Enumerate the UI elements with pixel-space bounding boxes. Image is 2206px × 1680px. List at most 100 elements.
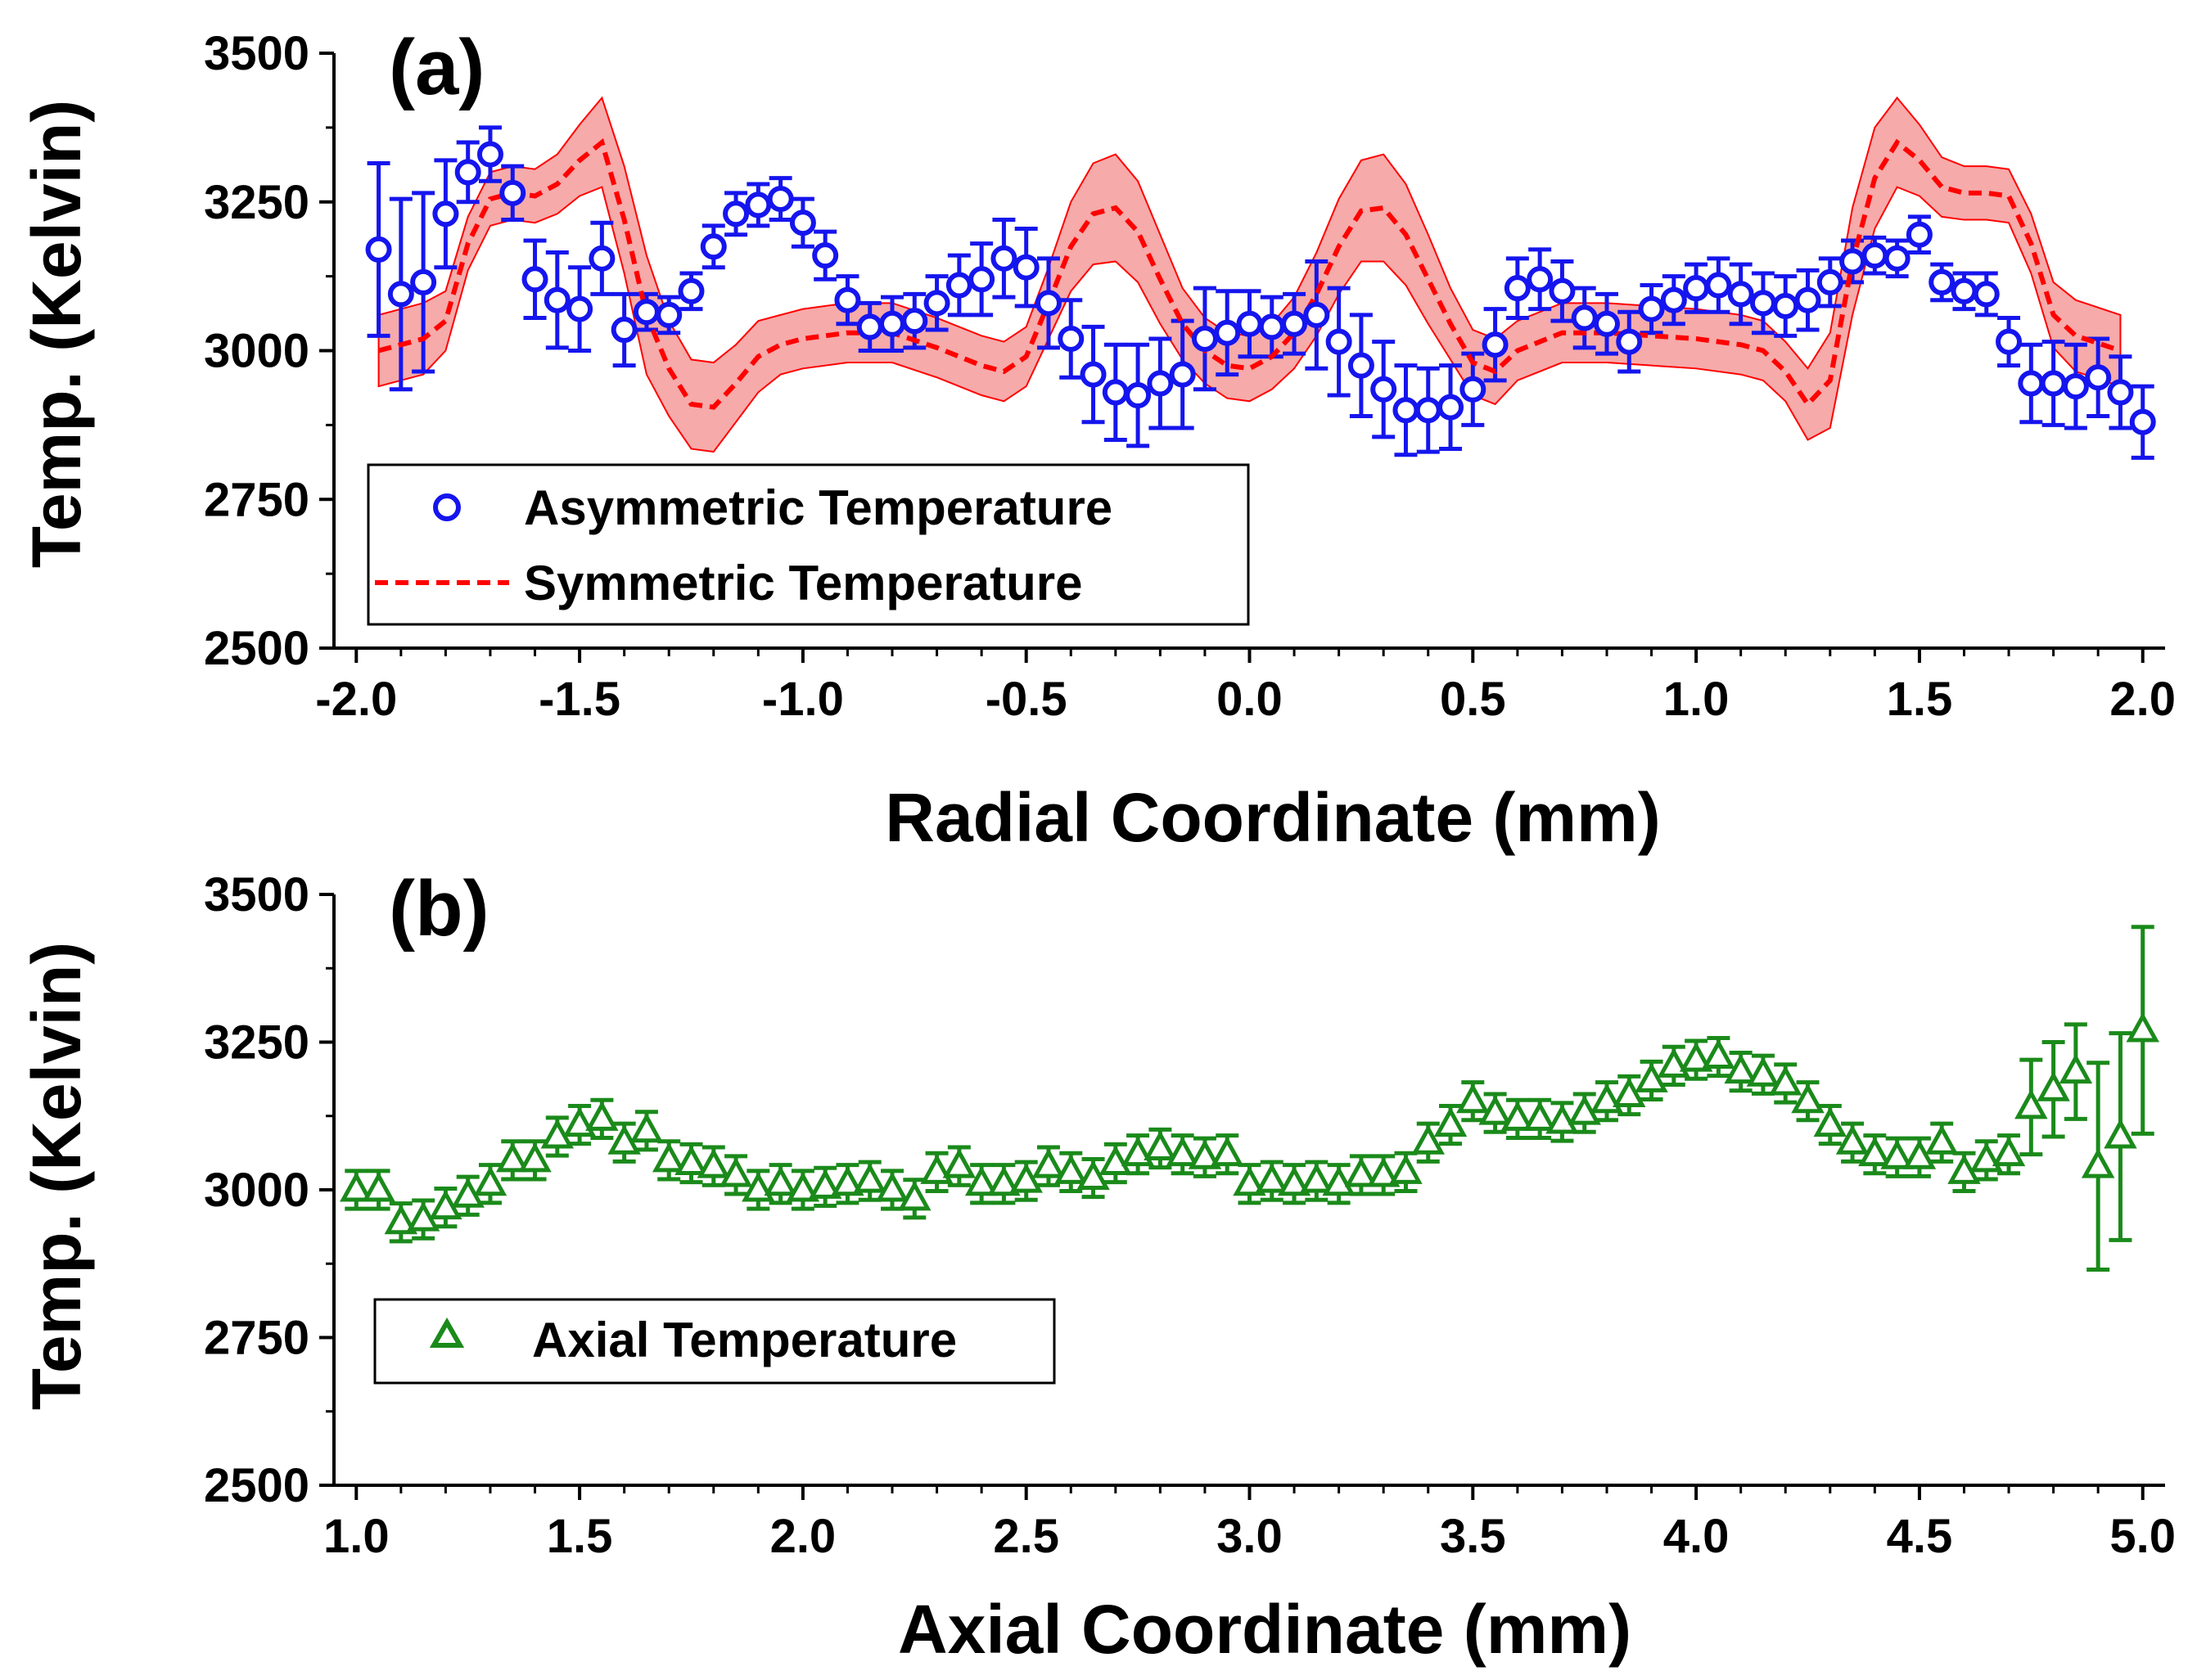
axial-data-point	[2014, 1088, 2048, 1119]
panel-a-x-tick-label: -2.0	[315, 673, 397, 726]
axial-data-point	[1478, 1094, 1512, 1125]
axial-data-point	[1880, 1139, 1914, 1169]
panel-b-label: (b)	[389, 865, 489, 953]
asymmetric-data-point	[566, 295, 593, 322]
axial-data-point	[831, 1165, 864, 1196]
asymmetric-data-point	[454, 159, 481, 186]
panel-a-y-tick-label: 2750	[204, 473, 309, 526]
panel-b-x-tick-label: 5.0	[2109, 1510, 2176, 1563]
asymmetric-data-point	[1861, 242, 1888, 269]
symmetric-temperature-curve	[377, 137, 2122, 410]
panel-b-legend-box	[373, 1298, 1056, 1385]
axial-data-point	[1076, 1160, 1110, 1191]
asymmetric-data-point	[1437, 394, 1464, 421]
panel-a-y-tick-label: 3250	[204, 176, 309, 229]
panel-a-y-tick-label: 2500	[204, 622, 309, 675]
asymmetric-data-point	[476, 141, 503, 168]
asymmetric-data-point	[767, 186, 794, 213]
panel-b: 2500 2750 3000 3250 3500 1.0 1.5 2.0 2.5 3.0 3.5 4.…	[18, 865, 2176, 1668]
axial-data-point	[1969, 1142, 2003, 1173]
axial-data-point	[1031, 1147, 1066, 1178]
axial-data-point	[786, 1171, 820, 1202]
axial-data-point	[540, 1118, 575, 1149]
axial-data-point	[1277, 1165, 1311, 1196]
panel-b-legend: Axial Temperature	[373, 1298, 1056, 1385]
panel-b-x-tick-label: 1.0	[323, 1510, 390, 1563]
axial-data-point	[1166, 1136, 1199, 1167]
asymmetric-data-point	[856, 313, 883, 340]
axial-error-bars	[345, 925, 2154, 1272]
asymmetric-data-point	[1080, 361, 1107, 388]
asymmetric-data-point	[1414, 397, 1441, 424]
panel-a-x-tick-label: 0.0	[1216, 673, 1283, 726]
legend-asymmetric-marker	[433, 493, 461, 521]
axial-data-point	[2059, 1053, 2093, 1084]
asymmetric-data-point	[611, 317, 638, 344]
asymmetric-data-point	[499, 179, 526, 206]
axial-data-point	[853, 1162, 886, 1193]
asymmetric-data-point	[656, 301, 683, 328]
asymmetric-data-point	[723, 200, 750, 227]
axial-data-point	[629, 1112, 664, 1143]
panel-a-x-tick-label: 2.0	[2109, 673, 2176, 726]
panel-a-x-axis-title: Radial Coordinate (mm)	[885, 779, 1660, 856]
asymmetric-data-point	[544, 286, 571, 313]
panel-a-x-tick-label: 1.0	[1663, 673, 1730, 726]
symmetric-uncertainty-band	[377, 96, 2122, 453]
axial-data-point	[607, 1124, 641, 1155]
asymmetric-temperature-markers	[365, 141, 2156, 435]
axial-data-point	[719, 1156, 753, 1187]
asymmetric-data-point	[589, 245, 616, 272]
axial-data-point	[1233, 1165, 1266, 1196]
asymmetric-data-point	[1102, 379, 1129, 406]
axial-data-point	[942, 1147, 977, 1178]
axial-data-point	[1500, 1101, 1535, 1131]
asymmetric-data-point	[1705, 272, 1732, 299]
panel-b-x-axis-title: Axial Coordinate (mm)	[898, 1591, 1631, 1668]
axial-data-point	[808, 1169, 842, 1199]
axial-data-point	[406, 1200, 440, 1232]
axial-data-point	[1255, 1162, 1289, 1193]
panel-a-x-tick-label: 1.5	[1887, 673, 1953, 726]
asymmetric-data-point	[1816, 268, 1843, 295]
panel-b-x-tick-label: 3.0	[1216, 1510, 1283, 1563]
asymmetric-data-point	[1459, 376, 1486, 403]
panel-a-x-tick-label: -0.5	[986, 673, 1067, 726]
panel-b-y-tick-label: 3250	[204, 1016, 309, 1070]
axial-data-point	[1947, 1154, 1981, 1184]
panel-b-x-tick-label: 2.5	[993, 1510, 1059, 1563]
panel-b-x-tick-label: 3.5	[1440, 1510, 1506, 1563]
asymmetric-data-point	[1839, 248, 1866, 275]
axial-data-point	[1300, 1162, 1333, 1193]
asymmetric-data-point	[1549, 277, 1576, 304]
axial-data-point	[1791, 1083, 1825, 1114]
axial-data-point	[451, 1178, 485, 1208]
axial-data-point	[429, 1189, 462, 1220]
asymmetric-data-point	[1593, 310, 1620, 337]
asymmetric-data-point	[1147, 370, 1174, 397]
asymmetric-data-point	[1616, 328, 1643, 355]
asymmetric-data-point	[1482, 331, 1509, 358]
panel-a-legend: Asymmetric Temperature Symmetric Tempera…	[367, 463, 1250, 626]
panel-b-y-tick-label: 2750	[204, 1312, 309, 1365]
axial-data-point	[742, 1171, 775, 1202]
asymmetric-data-point	[1973, 281, 2000, 308]
asymmetric-data-point	[1347, 352, 1374, 379]
panel-b-y-tick-label: 3500	[204, 868, 309, 921]
panel-a-axes: 2500 2750 3000 3250 3500 -2.0 -1.5 -1.0 -0.5 0.0 0…	[204, 27, 2176, 726]
asymmetric-data-point	[1236, 310, 1263, 337]
axial-data-point	[1366, 1156, 1401, 1187]
axial-data-point	[1210, 1136, 1244, 1167]
axial-data-point	[1702, 1038, 1735, 1070]
axial-data-point	[1344, 1156, 1378, 1187]
asymmetric-data-point	[1058, 325, 1085, 352]
axial-data-point	[920, 1154, 954, 1184]
axial-data-point	[518, 1142, 552, 1173]
asymmetric-data-point	[1996, 328, 2023, 355]
asymmetric-data-point	[945, 272, 972, 299]
axial-data-point	[1924, 1124, 1959, 1155]
axial-data-point	[1635, 1062, 1668, 1092]
legend-axial-label: Axial Temperature	[532, 1313, 957, 1367]
asymmetric-data-point	[387, 281, 414, 308]
asymmetric-data-point	[1169, 361, 1196, 388]
